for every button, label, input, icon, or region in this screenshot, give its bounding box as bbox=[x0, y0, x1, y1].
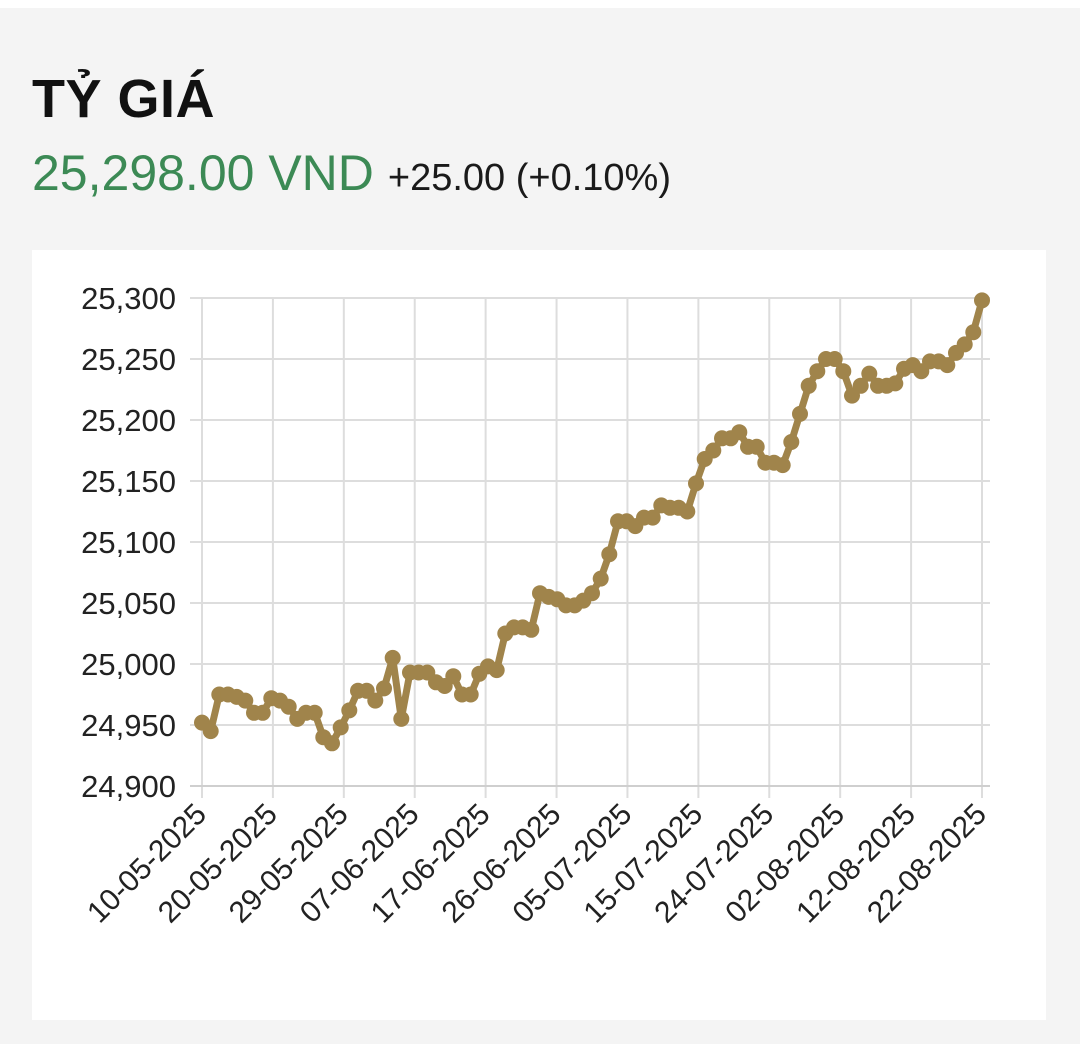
data-point bbox=[835, 363, 852, 380]
data-point bbox=[826, 351, 843, 367]
current-price: 25,298.00 VND bbox=[32, 145, 374, 201]
data-point bbox=[887, 375, 904, 392]
data-point bbox=[592, 570, 609, 587]
y-tick-label: 25,200 bbox=[81, 403, 176, 438]
data-point bbox=[393, 710, 410, 727]
data-point bbox=[965, 324, 982, 341]
data-point bbox=[367, 692, 384, 709]
data-point bbox=[679, 503, 696, 520]
series-line bbox=[198, 296, 986, 747]
data-point bbox=[488, 662, 505, 679]
data-point bbox=[324, 735, 340, 752]
data-point bbox=[939, 357, 956, 374]
data-point bbox=[280, 698, 297, 715]
data-point bbox=[445, 668, 462, 685]
data-point bbox=[384, 649, 401, 666]
data-point bbox=[202, 723, 219, 740]
y-tick-label: 25,050 bbox=[81, 586, 176, 621]
data-point bbox=[852, 377, 869, 394]
data-point bbox=[644, 509, 661, 526]
y-tick-label: 25,100 bbox=[81, 525, 176, 560]
data-point bbox=[254, 704, 271, 721]
data-point bbox=[341, 702, 358, 719]
data-point bbox=[956, 336, 973, 353]
data-point bbox=[800, 377, 817, 394]
data-point bbox=[774, 457, 791, 474]
data-point bbox=[523, 621, 540, 638]
data-point bbox=[705, 442, 722, 459]
price-change: +25.00 (+0.10%) bbox=[387, 157, 671, 199]
data-point bbox=[332, 719, 349, 736]
data-point bbox=[792, 405, 808, 422]
y-tick-label: 24,900 bbox=[81, 769, 176, 804]
data-point bbox=[861, 365, 878, 382]
data-point bbox=[783, 434, 800, 450]
y-tick-label: 25,150 bbox=[81, 464, 176, 499]
y-tick-label: 25,000 bbox=[81, 647, 176, 682]
data-point bbox=[376, 680, 392, 697]
data-point bbox=[306, 704, 323, 721]
data-point bbox=[462, 686, 479, 703]
chart-container: 25,300 25,250 25,200 25,150 25,100 25,050 25,0… bbox=[32, 250, 1046, 1020]
price-row: 25,298.00 VND +25.00 (+0.10%) bbox=[32, 144, 671, 202]
y-tick-label: 25,300 bbox=[81, 281, 176, 316]
line-chart: 25,300 25,250 25,200 25,150 25,100 25,050 25,0… bbox=[81, 281, 993, 929]
data-point bbox=[584, 585, 600, 602]
data-point bbox=[688, 475, 704, 492]
y-tick-label: 25,250 bbox=[81, 342, 176, 377]
y-tick-label: 24,950 bbox=[81, 708, 176, 743]
data-point bbox=[601, 546, 618, 563]
data-point bbox=[809, 363, 826, 380]
data-point bbox=[974, 292, 990, 309]
data-point bbox=[237, 692, 254, 709]
page-title: TỶ GIÁ bbox=[32, 69, 216, 129]
data-point bbox=[748, 438, 765, 455]
data-point bbox=[731, 424, 748, 441]
